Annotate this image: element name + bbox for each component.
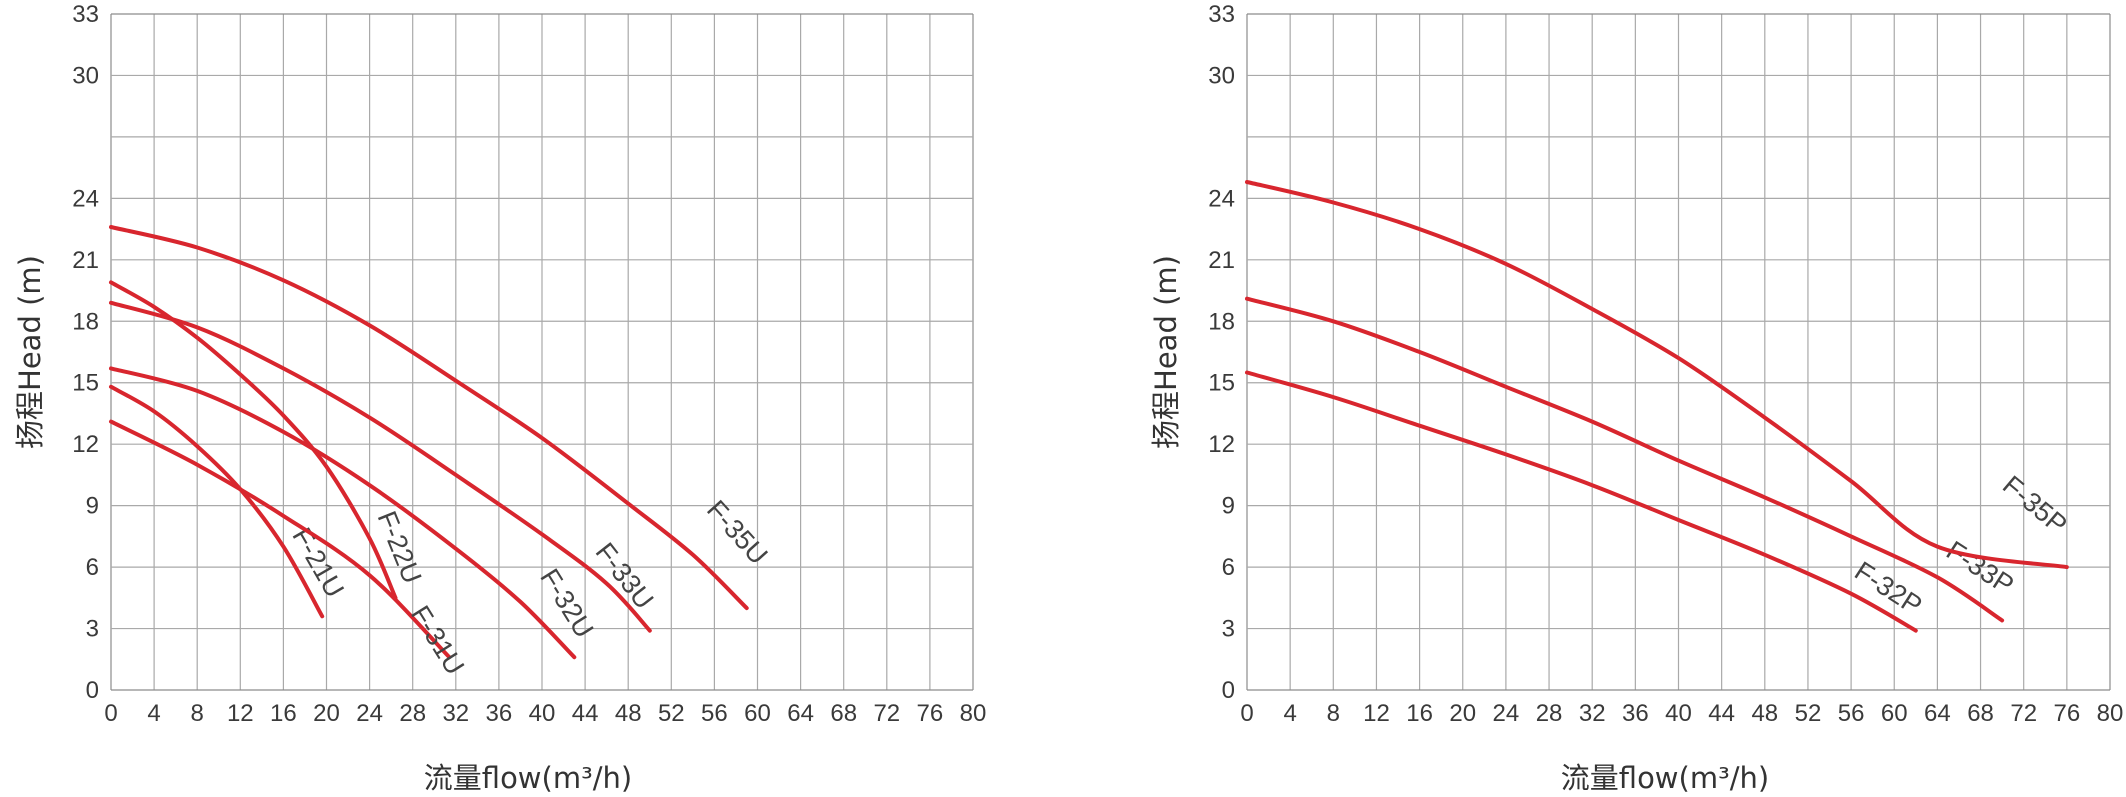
x-tick-label: 76 xyxy=(917,700,944,727)
x-tick-label: 24 xyxy=(1493,700,1520,727)
y-tick-label: 21 xyxy=(72,247,99,274)
y-tick-label: 12 xyxy=(72,431,99,458)
x-tick-label: 60 xyxy=(744,700,771,727)
curve-f-33u xyxy=(109,300,652,633)
y-tick-label: 3 xyxy=(1222,616,1235,643)
y-tick-label: 6 xyxy=(86,554,99,581)
curve-f-22u xyxy=(109,280,398,600)
y-tick-label: 18 xyxy=(1208,308,1235,335)
x-tick-label: 52 xyxy=(658,700,685,727)
x-tick-label: 20 xyxy=(313,700,340,727)
curve-label-f-35p: F-35P xyxy=(1997,470,2073,540)
curve-f-31u xyxy=(109,419,452,660)
y-tick-label: 3 xyxy=(86,616,99,643)
x-tick-label: 44 xyxy=(1708,700,1735,727)
x-tick-label: 32 xyxy=(1579,700,1606,727)
y-tick-label: 18 xyxy=(72,308,99,335)
x-tick-label: 72 xyxy=(2010,700,2037,727)
curve-label-f-32u: F-32U xyxy=(534,564,599,644)
x-tick-label: 16 xyxy=(1406,700,1433,727)
y-tick-label: 30 xyxy=(1208,62,1235,89)
x-tick-label: 4 xyxy=(1283,700,1296,727)
y-axis-title: 扬程Head (m) xyxy=(13,255,47,449)
x-tick-label: 72 xyxy=(873,700,900,727)
x-axis-title: 流量flow(m³/h) xyxy=(1561,761,1769,795)
x-tick-label: 12 xyxy=(227,700,254,727)
x-tick-label: 48 xyxy=(615,700,642,727)
y-tick-label: 0 xyxy=(1222,677,1235,704)
x-tick-label: 8 xyxy=(1327,700,1340,727)
x-tick-label: 56 xyxy=(701,700,728,727)
chart-panel-2: 0 4 8 12 16 20 24 28 32 36 40 44 48 52 56 60 64 68 72 76 800… xyxy=(1149,1,2123,795)
y-axis-title: 扬程Head (m) xyxy=(1149,255,1183,449)
curve-f-21u xyxy=(109,384,325,619)
x-tick-label: 48 xyxy=(1751,700,1778,727)
y-tick-label: 24 xyxy=(72,185,99,212)
x-tick-label: 28 xyxy=(1536,700,1563,727)
x-tick-label: 60 xyxy=(1881,700,1908,727)
y-tick-label: 15 xyxy=(1208,370,1235,397)
x-tick-label: 32 xyxy=(442,700,469,727)
x-tick-label: 80 xyxy=(960,700,987,727)
x-tick-label: 56 xyxy=(1838,700,1865,727)
curve-label-f-31u: F-31U xyxy=(405,600,470,680)
y-tick-label: 0 xyxy=(86,677,99,704)
chart-panel-1: 0 4 8 12 16 20 24 28 32 36 40 44 48 52 56 60 64 68 72 76 800… xyxy=(13,1,986,795)
curve-f-35p xyxy=(1245,180,2069,570)
x-tick-label: 36 xyxy=(1622,700,1649,727)
x-tick-label: 44 xyxy=(572,700,599,727)
curve-f-35u xyxy=(109,225,749,611)
x-tick-label: 76 xyxy=(2053,700,2080,727)
y-tick-label: 30 xyxy=(72,62,99,89)
x-tick-label: 64 xyxy=(1924,700,1951,727)
x-tick-label: 40 xyxy=(529,700,556,727)
y-tick-label: 21 xyxy=(1208,247,1235,274)
x-tick-label: 20 xyxy=(1449,700,1476,727)
x-tick-label: 16 xyxy=(270,700,297,727)
x-tick-label: 28 xyxy=(399,700,426,727)
y-tick-label: 9 xyxy=(1222,493,1235,520)
x-tick-label: 40 xyxy=(1665,700,1692,727)
x-tick-label: 4 xyxy=(147,700,160,727)
x-tick-label: 68 xyxy=(830,700,857,727)
x-tick-label: 0 xyxy=(104,700,117,727)
x-tick-label: 64 xyxy=(787,700,814,727)
curve-label-f-21u: F-21U xyxy=(286,523,349,603)
x-tick-label: 12 xyxy=(1363,700,1390,727)
y-tick-label: 33 xyxy=(72,1,99,28)
curve-f-32p xyxy=(1245,370,1918,633)
x-tick-label: 80 xyxy=(2097,700,2124,727)
curve-f-33p xyxy=(1245,296,2005,623)
x-axis-title: 流量flow(m³/h) xyxy=(424,761,632,795)
y-tick-label: 24 xyxy=(1208,185,1235,212)
x-tick-label: 24 xyxy=(356,700,383,727)
x-tick-label: 0 xyxy=(1240,700,1253,727)
x-tick-label: 8 xyxy=(191,700,204,727)
y-tick-label: 12 xyxy=(1208,431,1235,458)
x-tick-label: 52 xyxy=(1795,700,1822,727)
y-tick-label: 6 xyxy=(1222,554,1235,581)
x-tick-label: 36 xyxy=(486,700,513,727)
x-tick-label: 68 xyxy=(1967,700,1994,727)
y-tick-label: 15 xyxy=(72,370,99,397)
y-tick-label: 9 xyxy=(86,493,99,520)
curve-f-32u xyxy=(109,366,577,660)
y-tick-label: 33 xyxy=(1208,1,1235,28)
